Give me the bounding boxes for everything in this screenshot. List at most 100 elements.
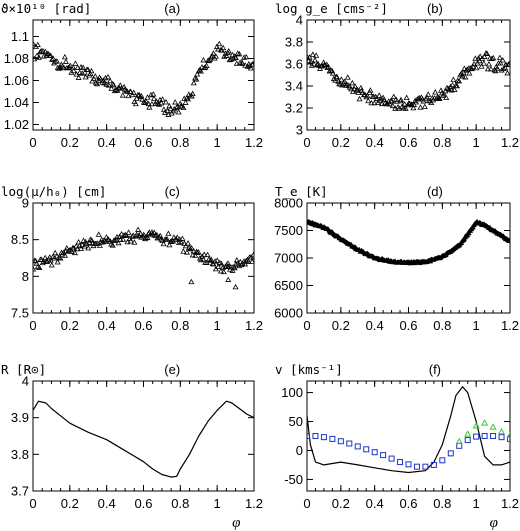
data-point <box>103 81 110 87</box>
data-point <box>467 65 474 71</box>
x-tick-label: 0.4 <box>98 135 116 150</box>
data-point <box>34 41 41 48</box>
data-point <box>449 81 456 88</box>
y-tick-label: 7.5 <box>11 306 29 321</box>
data-point <box>488 55 495 61</box>
x-tick-label: 0.8 <box>171 496 189 511</box>
y-axis-label: v [kms⁻¹] <box>275 362 343 377</box>
data-point <box>307 54 313 60</box>
data-point <box>381 96 388 102</box>
y-axis-label: R [R⊙] <box>1 362 46 377</box>
data-point-outlier <box>188 278 195 285</box>
vr-point-square <box>456 442 463 449</box>
data-point <box>142 98 149 104</box>
data-point <box>180 248 187 254</box>
data-point <box>174 103 181 109</box>
panel-tag: (c) <box>165 184 180 199</box>
data-point <box>402 105 409 111</box>
data-point <box>210 50 217 56</box>
data-point <box>478 63 485 69</box>
data-point <box>189 90 196 97</box>
data-point <box>386 101 393 107</box>
data-point <box>247 65 254 71</box>
vr-point-square <box>354 443 361 450</box>
x-tick-label: 0.8 <box>171 135 189 150</box>
vr-point-triangle <box>455 437 463 445</box>
data-point <box>124 88 131 94</box>
x-tick-label: 0.4 <box>98 318 116 333</box>
data-point <box>52 249 59 256</box>
data-point <box>436 95 443 102</box>
data-point <box>496 54 503 60</box>
data-point <box>231 264 238 271</box>
data-point <box>73 242 80 249</box>
data-point <box>365 97 372 104</box>
data-point <box>462 74 469 80</box>
data-point <box>324 64 331 70</box>
data-point <box>403 94 410 101</box>
data-point <box>33 266 37 272</box>
data-point <box>451 86 458 93</box>
vr-point-square <box>447 450 454 457</box>
data-point <box>378 95 385 102</box>
vr-point-square <box>320 434 327 441</box>
x-tick-label: 0 <box>29 318 36 333</box>
data-point <box>237 258 244 265</box>
data-point <box>481 53 488 59</box>
x-tick-label: 1.2 <box>501 135 519 150</box>
data-point <box>348 85 355 92</box>
x-tick-label: 0.6 <box>134 496 152 511</box>
x-tick-label: 1 <box>214 496 221 511</box>
data-point <box>208 256 215 263</box>
data-point <box>61 53 68 60</box>
data-point <box>67 62 74 68</box>
data-point <box>233 60 240 66</box>
data-point <box>398 96 405 103</box>
data-point <box>349 79 356 86</box>
data-point <box>50 55 57 61</box>
data-point <box>341 78 348 85</box>
data-point <box>215 46 222 52</box>
x-tick-label: 0 <box>303 496 310 511</box>
data-point <box>95 231 102 237</box>
data-point <box>61 252 68 258</box>
vr-point-square <box>346 440 353 447</box>
data-point <box>105 73 112 80</box>
data-point <box>344 74 351 80</box>
y-tick-label: 9 <box>22 196 29 211</box>
data-point <box>182 242 189 249</box>
y-tick-label: 4 <box>22 374 29 389</box>
data-point <box>110 82 117 88</box>
data-point <box>115 239 122 246</box>
y-tick-label: 3.8 <box>285 35 303 50</box>
y-tick-label: 4 <box>296 13 303 28</box>
x-tick-label: 0 <box>29 135 36 150</box>
data-point <box>200 56 207 63</box>
vr-point-square <box>337 438 344 445</box>
data-point <box>42 48 49 54</box>
data-point <box>175 239 182 245</box>
data-point <box>75 239 82 245</box>
data-point <box>119 92 126 98</box>
y-tick-label: 0 <box>296 443 303 458</box>
data-point <box>500 65 507 72</box>
data-point <box>85 245 92 251</box>
data-point <box>461 65 468 71</box>
data-point <box>148 100 155 107</box>
data-point <box>307 58 314 64</box>
x-axis-label: φ <box>232 515 240 531</box>
y-tick-label: 3.9 <box>11 410 29 425</box>
data-point <box>97 75 104 82</box>
y-tick-label: 1.02 <box>4 117 29 132</box>
data-point <box>389 102 396 109</box>
x-tick-label: 0.8 <box>171 318 189 333</box>
vr-point-square <box>413 463 420 470</box>
panel-tag: (d) <box>427 184 443 199</box>
data-point <box>352 83 359 89</box>
data-point <box>325 63 332 69</box>
data-point <box>206 56 213 63</box>
data-point <box>81 243 88 249</box>
data-point <box>506 237 510 243</box>
vr-point-triangle <box>481 419 489 426</box>
